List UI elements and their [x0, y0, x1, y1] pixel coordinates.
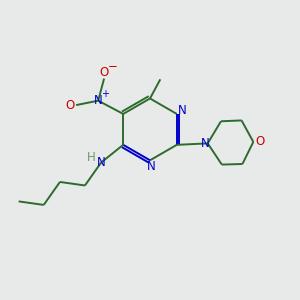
Text: +: + — [101, 89, 109, 99]
Text: −: − — [107, 60, 117, 73]
Text: O: O — [100, 66, 109, 79]
Text: N: N — [97, 156, 106, 169]
Text: H: H — [87, 151, 96, 164]
Text: N: N — [147, 160, 156, 173]
Text: N: N — [94, 94, 103, 106]
Text: N: N — [178, 104, 186, 117]
Text: N: N — [201, 137, 210, 150]
Text: O: O — [65, 99, 74, 112]
Text: O: O — [255, 135, 264, 148]
